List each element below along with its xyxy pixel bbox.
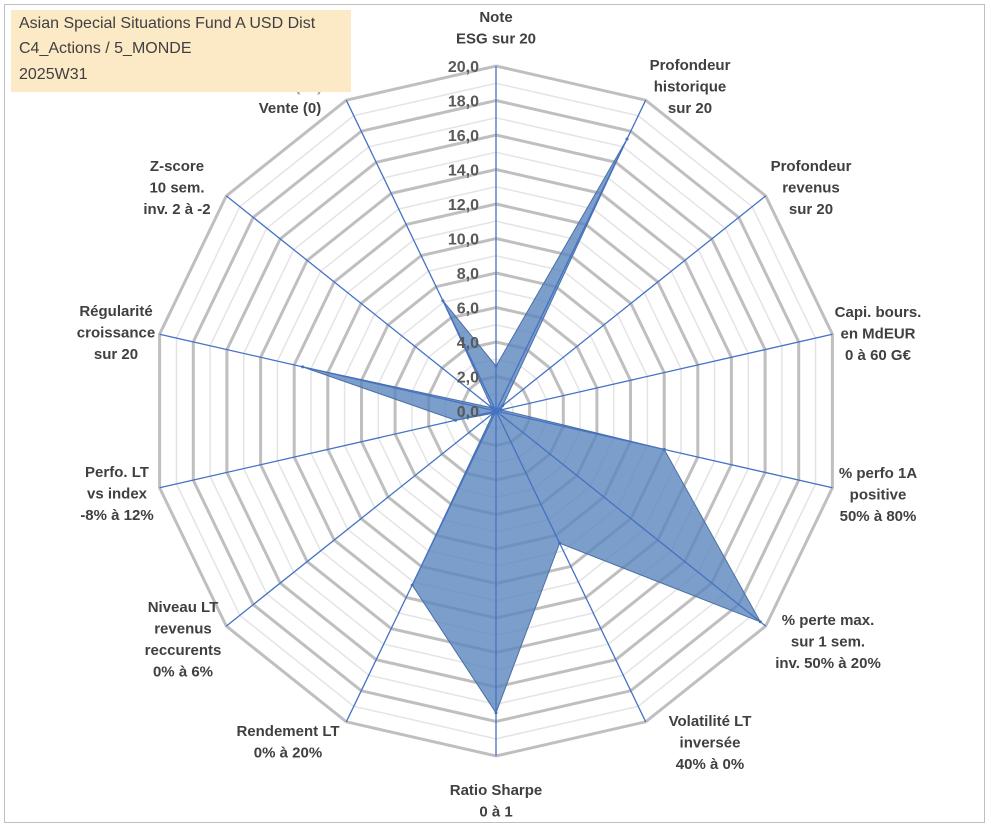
axis-label-line: ESG sur 20: [456, 31, 536, 48]
axis-label-line: croissance: [77, 325, 155, 342]
period-label: 2025W31: [19, 66, 88, 83]
axis-spoke: [159, 410, 497, 489]
tick-label: 8,0: [457, 266, 479, 283]
axis-spoke: [495, 195, 767, 412]
axis-label-line: inv. 2 à -2: [143, 201, 210, 218]
axis-spoke: [345, 410, 497, 723]
tick-label: 10,0: [448, 232, 479, 249]
axis-spoke: [225, 410, 497, 627]
axis-label: % perte max. sur 1 sem. inv. 50% à 20%: [775, 612, 881, 672]
axis-label-line: Note: [479, 9, 512, 26]
radial-tick-labels: 0,0 2,0 4,0 6,0 8,0 10,0 12,0 14,0 16,0 18,0 20,0: [448, 59, 479, 421]
axis-label-line: % perte max.: [782, 612, 875, 629]
axis-label: Rendement LT 0% à 20%: [236, 723, 339, 762]
axis-label-line: Rendement LT: [236, 723, 339, 740]
axis-label-line: Régularité: [79, 303, 152, 320]
axis-label-line: vs index: [87, 486, 148, 503]
tick-label: 18,0: [448, 94, 479, 111]
tick-label: 2,0: [457, 370, 479, 387]
axis-label-line: 0% à 20%: [254, 745, 322, 762]
axis-label-line: Perfo. LT: [85, 464, 149, 481]
fund-name: Asian Special Situations Fund A USD Dist: [19, 15, 316, 32]
axis-label-line: historique: [654, 79, 727, 96]
axis-spoke: [495, 99, 647, 412]
tick-label: 14,0: [448, 163, 479, 180]
tick-label: 12,0: [448, 197, 479, 214]
axis-label-line: Niveau LT: [148, 599, 219, 616]
tick-label: 16,0: [448, 128, 479, 145]
axis-spokes: [159, 66, 833, 756]
axis-label: Note ESG sur 20: [456, 9, 536, 48]
axis-label-line: 0 à 1: [479, 804, 512, 821]
axis-label-line: Capi. bours.: [835, 304, 922, 321]
tick-label: 0,0: [457, 404, 479, 421]
axis-label-line: sur 1 sem.: [791, 634, 865, 651]
axis-label-line: Z-score: [150, 158, 204, 175]
axis-label-line: -8% à 12%: [80, 507, 153, 524]
axis-spoke: [495, 410, 833, 489]
axis-label: Niveau LT revenus reccurents 0% à 6%: [145, 599, 222, 681]
axis-spoke: [495, 333, 833, 412]
axis-label-line: Profondeur: [771, 158, 852, 175]
axis-label: Régularité croissance sur 20: [77, 303, 155, 363]
axis-label-line: sur 20: [668, 100, 712, 117]
axis-label-line: 50% à 80%: [840, 508, 917, 525]
axis-label-line: Volatilité LT: [669, 713, 752, 730]
axis-label-line: 40% à 0%: [676, 756, 744, 773]
axis-label-line: 0 à 60 G€: [845, 347, 912, 364]
axis-label-line: sur 20: [789, 201, 833, 218]
axis-label: Profondeur historique sur 20: [650, 57, 731, 117]
axis-label-line: Vente (0): [259, 100, 322, 117]
axis-label: Capi. bours. en MdEUR 0 à 60 G€: [835, 304, 922, 364]
axis-spoke: [495, 410, 767, 627]
axis-label-line: Ratio Sharpe: [450, 782, 543, 799]
axis-label: Profondeur revenus sur 20: [771, 158, 852, 218]
axis-label-line: sur 20: [94, 346, 138, 363]
axis-label-line: revenus: [782, 180, 840, 197]
axis-label-line: 10 sem.: [149, 180, 204, 197]
axis-label-line: 0% à 6%: [153, 664, 213, 681]
axis-label-line: inversée: [680, 735, 741, 752]
axis-label: % perfo 1A positive 50% à 80%: [839, 465, 918, 525]
title-box: Asian Special Situations Fund A USD Dist…: [11, 10, 351, 92]
axis-label-line: inv. 50% à 20%: [775, 655, 881, 672]
axis-label-line: en MdEUR: [841, 326, 916, 343]
axis-label-line: Profondeur: [650, 57, 731, 74]
fund-category: C4_Actions / 5_MONDE: [19, 40, 192, 57]
axis-label: Ratio Sharpe 0 à 1: [450, 782, 543, 821]
tick-label: 4,0: [457, 335, 479, 352]
axis-label-line: reccurents: [145, 642, 222, 659]
axis-label: Z-score 10 sem. inv. 2 à -2: [143, 158, 210, 218]
axis-label-line: positive: [850, 487, 907, 504]
tick-label: 20,0: [448, 59, 479, 76]
axis-label-line: % perfo 1A: [839, 465, 918, 482]
tick-label: 6,0: [457, 301, 479, 318]
axis-spoke: [159, 333, 497, 412]
axis-spoke: [495, 410, 647, 723]
axis-spoke: [225, 195, 497, 412]
axis-label: Perfo. LT vs index -8% à 12%: [80, 464, 153, 524]
axis-spoke: [345, 99, 497, 412]
axis-label-line: revenus: [154, 621, 212, 638]
axis-label: Volatilité LT inversée 40% à 0%: [669, 713, 752, 773]
